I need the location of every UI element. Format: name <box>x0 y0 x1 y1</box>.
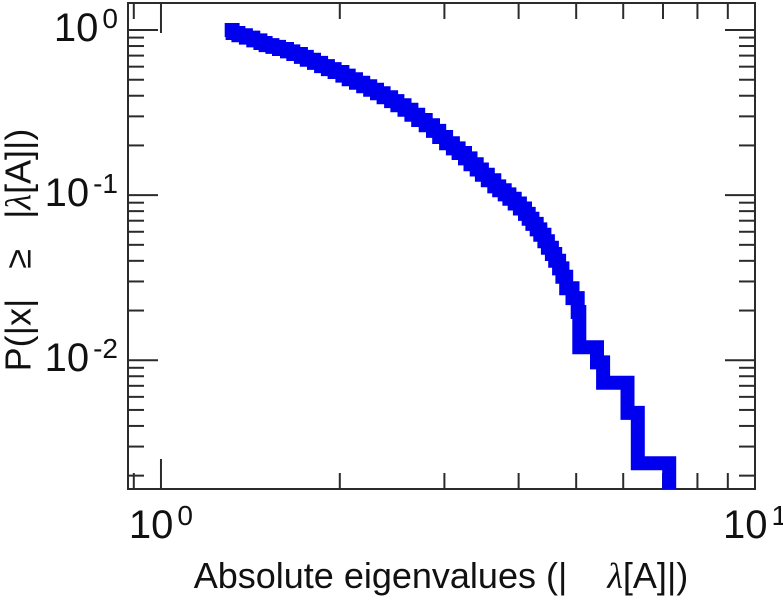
y-tick-label-base: 10 <box>44 336 90 381</box>
y-tick-label: 10 -2 <box>44 335 118 381</box>
x-tick-label-base: 10 <box>722 503 768 547</box>
y-tick-label-exponent: -1 <box>93 168 118 200</box>
x-tick-label-exponent: 0 <box>177 500 194 531</box>
y-tick-label-exponent: -2 <box>93 333 118 365</box>
x-tick-label: 10 1 <box>722 502 783 547</box>
ccdf-step-curve <box>224 23 677 489</box>
y-tick-label: 10 -1 <box>44 170 118 216</box>
y-axis-label-text: P(|x| ≥ | <box>0 209 39 372</box>
x-tick-label-exponent: 1 <box>771 500 783 531</box>
x-axis-label-text: Absolute eigenvalues (| <box>193 555 608 596</box>
x-axis-label-suffix: [A]|) <box>622 555 689 596</box>
lambda-symbol: λ <box>0 193 39 210</box>
axis-ticks <box>128 3 756 489</box>
data-series <box>224 23 677 489</box>
y-axis-label: P(|x| ≥ |λ[A]|) <box>0 129 39 372</box>
y-axis-label-suffix: [A]|) <box>0 128 39 194</box>
y-tick-label-base: 10 <box>44 171 90 216</box>
y-tick-label-exponent: 0 <box>102 3 118 35</box>
x-tick-label: 10 0 <box>128 502 193 547</box>
x-axis-label: Absolute eigenvalues (| λ[A]|) <box>194 556 689 597</box>
plot-frame <box>127 2 756 490</box>
y-tick-label: 10 0 <box>53 5 118 51</box>
lambda-symbol: λ <box>607 556 623 596</box>
x-tick-label-base: 10 <box>128 503 174 547</box>
y-tick-label-base: 10 <box>53 6 99 51</box>
